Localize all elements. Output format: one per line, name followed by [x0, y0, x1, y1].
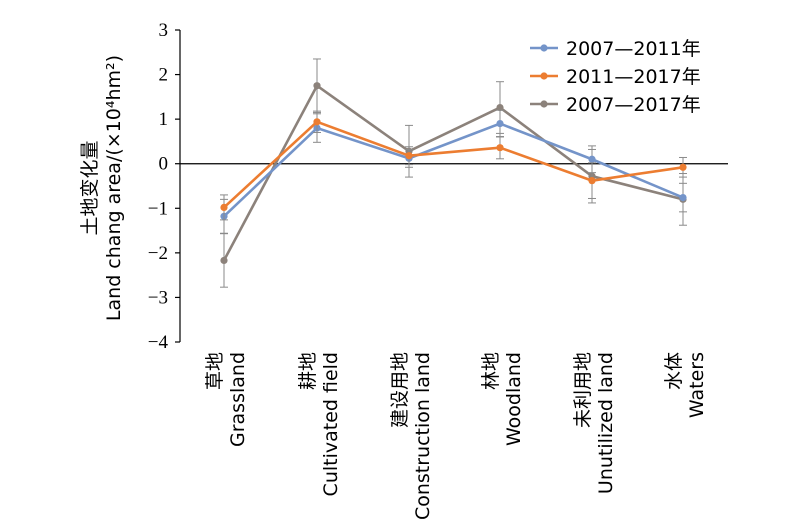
series-line [223, 122, 684, 218]
y-tick-label: 1 [159, 109, 169, 130]
y-axis-label: 土地变化量 Land chang area/(×10⁴hm²) [79, 55, 125, 321]
y-tick-label: −2 [148, 243, 168, 264]
category-label-cn: 建设用地 [389, 352, 411, 428]
category-label-cn: 未利用地 [572, 352, 594, 428]
data-point [405, 152, 413, 160]
legend-swatch-marker [540, 100, 548, 108]
legend-swatch-marker [540, 72, 548, 80]
y-axis [175, 29, 181, 343]
data-point [220, 256, 228, 265]
legend-entry-2: 2011—2017年 [530, 66, 701, 88]
category-label-en: Waters [686, 352, 708, 418]
series-line [223, 120, 684, 209]
data-point [588, 177, 596, 185]
y-tick-label: −1 [148, 198, 168, 219]
data-point [496, 144, 504, 152]
data-point [588, 155, 596, 163]
y-tick-label: −4 [148, 332, 169, 353]
series-line [222, 84, 684, 262]
legend-label: 2007—2011年 [566, 38, 701, 60]
legend: 2007—2011年 2011—2017年 2007—2017年 [530, 38, 701, 116]
legend-entry-3: 2007—2017年 [530, 94, 701, 116]
series-group [220, 58, 687, 288]
y-tick-labels: 3 2 1 0 −1 −2 −3 −4 [148, 20, 169, 353]
legend-label: 2007—2017年 [566, 94, 701, 116]
category-label-en: Grassland [227, 352, 249, 447]
legend-swatch-marker [540, 44, 548, 52]
category-label-en: Construction land [412, 352, 434, 520]
category-label-en: Woodland [503, 352, 525, 446]
y-tick-label: 3 [159, 20, 169, 41]
y-axis-label-en: Land chang area/(×10⁴hm²) [103, 55, 125, 321]
category-label-en: Unutilized land [595, 352, 617, 494]
data-point [496, 103, 504, 112]
legend-label: 2011—2017年 [566, 66, 701, 88]
data-point [496, 120, 504, 128]
category-labels: 草地 Grassland 耕地 Cultivated field 建设用地 Constru… [204, 352, 708, 520]
category-label-cn: 水体 [663, 352, 685, 390]
y-tick-label: −3 [148, 287, 168, 308]
series-2 [220, 110, 687, 221]
y-tick-label: 2 [159, 65, 169, 86]
category-label-cn: 林地 [480, 352, 502, 390]
y-axis-label-cn: 土地变化量 [79, 140, 101, 235]
category-label-cn: 耕地 [297, 352, 319, 390]
data-point [313, 82, 321, 90]
data-point [313, 118, 321, 126]
data-point [220, 203, 228, 211]
data-point [679, 163, 687, 171]
legend-entry-1: 2007—2011年 [530, 38, 701, 60]
category-label-cn: 草地 [204, 352, 226, 390]
category-label-en: Cultivated field [320, 352, 342, 496]
data-point [679, 193, 687, 202]
y-tick-label: 0 [159, 154, 169, 175]
